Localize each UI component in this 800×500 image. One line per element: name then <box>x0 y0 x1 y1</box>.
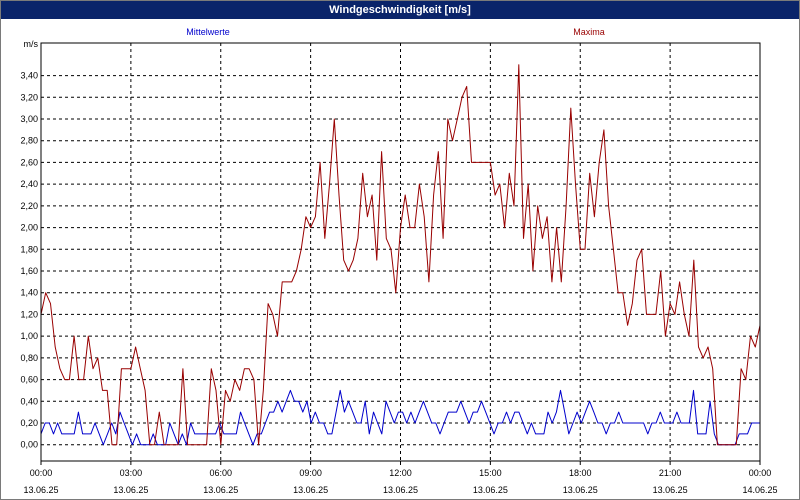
legend-maxima: Maxima <box>573 27 605 37</box>
plot-frame <box>40 42 761 462</box>
x-tick-date: 13.06.25 <box>473 485 508 495</box>
grid-lines <box>41 43 760 461</box>
series-line-mittelwerte <box>40 389 760 446</box>
y-tick-label: 2,00 <box>20 223 38 233</box>
y-tick-label: 2,40 <box>20 179 38 189</box>
y-tick-label: 2,20 <box>20 201 38 211</box>
y-tick-label: 0,20 <box>20 418 38 428</box>
x-tick-date: 13.06.25 <box>653 485 688 495</box>
x-tick-time: 18:00 <box>569 468 592 478</box>
y-axis-label: m/s <box>24 39 39 49</box>
x-tick-date: 13.06.25 <box>113 485 148 495</box>
x-tick-time: 03:00 <box>120 468 143 478</box>
y-tick-label: 3,00 <box>20 114 38 124</box>
y-tick-label: 0,60 <box>20 375 38 385</box>
y-tick-label: 0,00 <box>20 440 38 450</box>
x-tick-date: 14.06.25 <box>742 485 777 495</box>
x-axis: 00:00 13.06.25 03:00 13.06.25 06:00 13.06.25 0… <box>23 461 778 495</box>
y-tick-label: 2,80 <box>20 136 38 146</box>
x-tick-date: 13.06.25 <box>383 485 418 495</box>
x-tick-time: 09:00 <box>299 468 322 478</box>
y-tick-label: 1,20 <box>20 309 38 319</box>
y-axis: 0,00 0,20 0,40 0,60 0,80 1,00 1,20 1,40 1,60 1,80… <box>20 71 38 450</box>
x-tick-time: 21:00 <box>659 468 682 478</box>
x-tick-time: 15:00 <box>479 468 502 478</box>
y-tick-label: 0,80 <box>20 353 38 363</box>
series-lines <box>40 64 761 446</box>
y-tick-label: 3,40 <box>20 71 38 81</box>
y-tick-label: 3,20 <box>20 92 38 102</box>
x-tick-date: 13.06.25 <box>23 485 58 495</box>
x-tick-time: 12:00 <box>389 468 412 478</box>
y-tick-label: 1,60 <box>20 266 38 276</box>
y-tick-label: 0,40 <box>20 396 38 406</box>
x-tick-date: 13.06.25 <box>293 485 328 495</box>
x-tick-date: 13.06.25 <box>563 485 598 495</box>
y-tick-label: 1,80 <box>20 244 38 254</box>
y-tick-label: 1,40 <box>20 288 38 298</box>
wind-speed-chart: 0,00 0,20 0,40 0,60 0,80 1,00 1,20 1,40 1,60 1,80… <box>20 27 778 495</box>
x-tick-time: 00:00 <box>30 468 53 478</box>
x-tick-time: 06:00 <box>209 468 232 478</box>
series-line-maxima <box>40 64 761 446</box>
x-tick-date: 13.06.25 <box>203 485 238 495</box>
window-title: Windgeschwindigkeit [m/s] <box>1 1 799 19</box>
legend-mittelwerte: Mittelwerte <box>186 27 230 37</box>
y-tick-label: 1,00 <box>20 331 38 341</box>
x-tick-time: 00:00 <box>749 468 772 478</box>
y-tick-label: 2,60 <box>20 157 38 167</box>
